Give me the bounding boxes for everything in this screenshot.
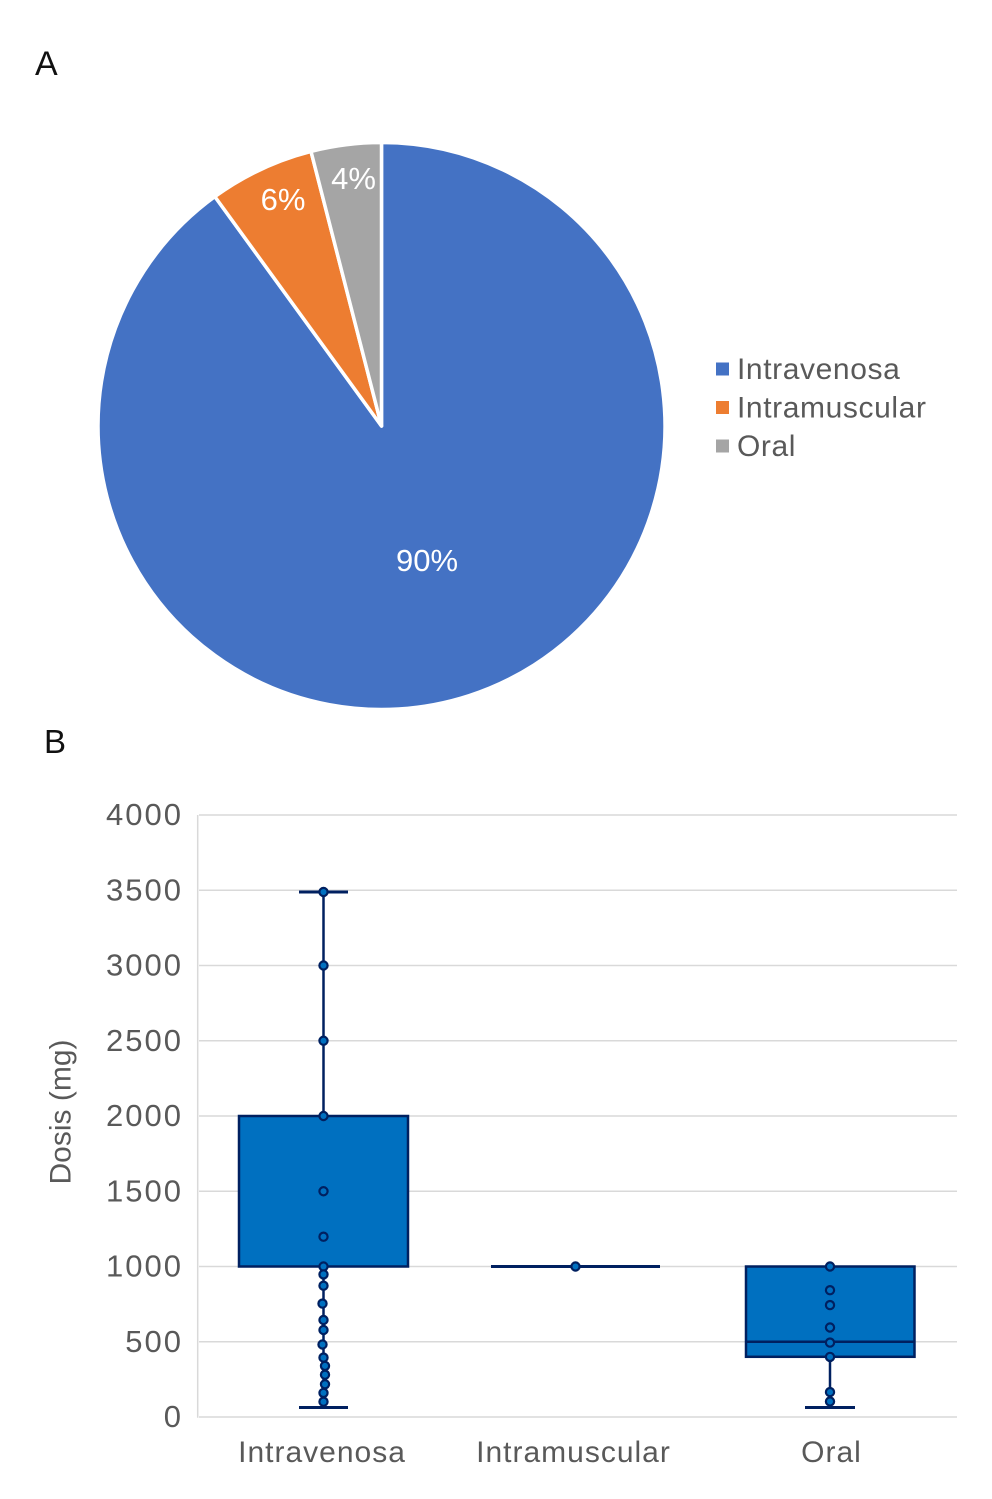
svg-text:Oral: Oral (801, 1436, 862, 1469)
svg-text:2000: 2000 (106, 1098, 183, 1133)
svg-text:90%: 90% (396, 543, 458, 578)
svg-text:6%: 6% (261, 182, 306, 217)
svg-text:4%: 4% (331, 161, 376, 196)
svg-text:0: 0 (164, 1399, 183, 1434)
svg-text:500: 500 (125, 1324, 183, 1359)
svg-text:1500: 1500 (106, 1173, 183, 1208)
svg-text:Intravenosa: Intravenosa (737, 353, 900, 386)
svg-text:3500: 3500 (106, 872, 183, 907)
svg-text:Dosis (mg): Dosis (mg) (45, 1039, 78, 1184)
svg-text:A: A (35, 45, 58, 83)
svg-text:2500: 2500 (106, 1023, 183, 1058)
svg-text:4000: 4000 (106, 797, 183, 832)
svg-text:B: B (44, 723, 66, 760)
svg-text:1000: 1000 (106, 1249, 183, 1284)
svg-text:3000: 3000 (106, 948, 183, 983)
svg-text:Intramuscular: Intramuscular (476, 1436, 671, 1469)
svg-text:Intramuscular: Intramuscular (737, 392, 927, 425)
svg-text:Intravenosa: Intravenosa (238, 1436, 406, 1469)
svg-text:Oral: Oral (737, 430, 796, 463)
